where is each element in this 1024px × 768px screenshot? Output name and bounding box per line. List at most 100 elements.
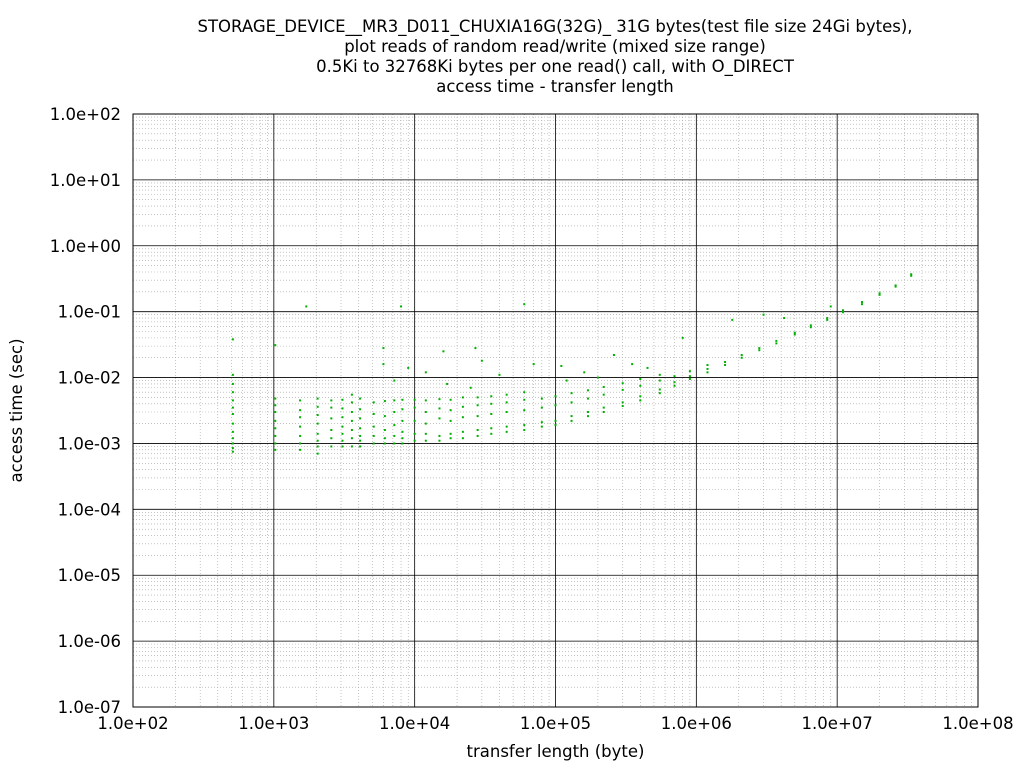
data-point — [724, 361, 727, 364]
data-point — [505, 393, 508, 396]
data-point — [383, 415, 386, 418]
data-point — [586, 411, 589, 414]
data-point — [383, 437, 386, 440]
data-point — [731, 318, 734, 321]
data-point — [350, 437, 353, 440]
data-point — [359, 427, 362, 430]
data-point — [554, 419, 557, 422]
data-point — [461, 416, 464, 419]
data-point — [231, 406, 234, 409]
data-point — [621, 405, 624, 408]
y-tick-label: 1.0e+02 — [50, 105, 121, 124]
data-point — [299, 399, 302, 402]
data-point — [299, 442, 302, 445]
data-point — [274, 397, 277, 400]
data-point — [413, 419, 416, 422]
data-point — [350, 411, 353, 414]
data-point — [231, 338, 234, 341]
data-point — [505, 411, 508, 414]
data-point — [523, 424, 526, 427]
data-point — [461, 430, 464, 433]
data-point — [330, 417, 333, 420]
data-point — [401, 408, 404, 411]
data-point — [231, 373, 234, 376]
data-point — [523, 398, 526, 401]
data-point — [413, 398, 416, 401]
data-point — [449, 409, 452, 412]
y-tick-label: 1.0e-04 — [58, 500, 121, 519]
data-point — [461, 437, 464, 440]
data-point — [490, 395, 493, 398]
plot-frame — [132, 113, 979, 708]
data-point — [383, 400, 386, 403]
data-point — [231, 437, 234, 440]
data-point — [231, 442, 234, 445]
data-point — [424, 439, 427, 442]
data-point — [438, 417, 441, 420]
data-point — [673, 375, 676, 378]
data-point — [424, 422, 427, 425]
data-point — [775, 339, 778, 342]
x-axis-ticks: 1.0e+02 1.0e+03 1.0e+04 1.0e+05 1.0e+06 1.0e+… — [97, 714, 1013, 733]
data-point — [505, 430, 508, 433]
data-point — [299, 425, 302, 428]
data-point — [505, 425, 508, 428]
data-point — [350, 393, 353, 396]
data-point — [407, 366, 410, 369]
major-grid — [132, 113, 979, 708]
data-point — [341, 425, 344, 428]
x-tick-label: 1.0e+06 — [661, 714, 732, 733]
data-point — [910, 273, 913, 276]
data-point — [382, 347, 385, 350]
data-point — [793, 331, 796, 334]
data-point — [231, 450, 234, 453]
data-point — [330, 399, 333, 402]
data-point — [688, 375, 691, 378]
data-point — [461, 396, 464, 399]
data-point — [490, 432, 493, 435]
data-point — [621, 388, 624, 391]
data-point — [274, 427, 277, 430]
data-point — [910, 274, 913, 277]
data-point — [570, 415, 573, 418]
y-axis-label: access time (sec) — [7, 338, 26, 482]
data-point — [424, 399, 427, 402]
data-point — [894, 284, 897, 287]
data-point — [424, 432, 427, 435]
data-point — [316, 414, 319, 417]
data-point — [341, 432, 344, 435]
y-tick-label: 1.0e-06 — [58, 632, 121, 651]
x-tick-label: 1.0e+03 — [238, 714, 309, 733]
data-point — [658, 379, 661, 382]
data-point — [449, 437, 452, 440]
title-line-1: STORAGE_DEVICE__MR3_D011_CHUXIA16G(32G)_… — [197, 17, 913, 36]
data-point — [639, 378, 642, 381]
data-point — [612, 353, 615, 356]
data-point — [740, 353, 743, 356]
data-point — [413, 439, 416, 442]
data-point — [490, 412, 493, 415]
data-point — [758, 347, 761, 350]
data-point — [878, 292, 881, 295]
data-point — [401, 430, 404, 433]
data-point — [540, 397, 543, 400]
data-point — [393, 411, 396, 414]
data-point — [809, 324, 812, 327]
x-tick-label: 1.0e+02 — [97, 714, 168, 733]
data-point — [490, 402, 493, 405]
data-point — [359, 417, 362, 420]
data-point — [231, 412, 234, 415]
data-point — [231, 391, 234, 394]
data-point — [673, 381, 676, 384]
y-tick-label: 1.0e-01 — [58, 303, 121, 322]
data-point — [274, 419, 277, 422]
data-point — [596, 376, 599, 379]
data-point — [540, 425, 543, 428]
data-point — [658, 388, 661, 391]
data-point — [438, 407, 441, 410]
data-point — [393, 399, 396, 402]
data-point — [646, 366, 649, 369]
data-point — [724, 364, 727, 367]
data-point — [583, 371, 586, 374]
